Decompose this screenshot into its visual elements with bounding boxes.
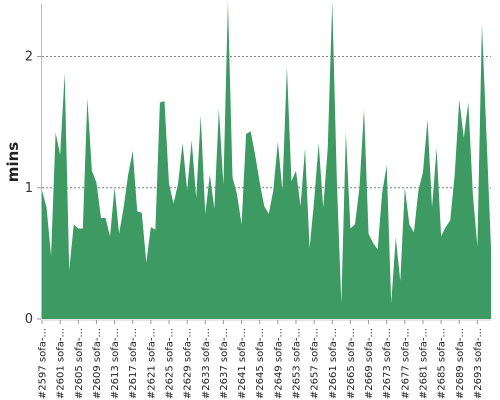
x-tick-label: #2693 sofa-...: [473, 328, 484, 399]
x-tick-label: #2601 sofa-...: [56, 328, 67, 399]
x-tick-label: #2649 sofa-...: [273, 328, 284, 399]
y-tick-label: 2: [25, 50, 33, 65]
x-tick-label: #2621 sofa-...: [146, 328, 157, 399]
x-tick-label: #2637 sofa-...: [219, 328, 230, 399]
axes: [41, 4, 491, 321]
x-tick-label: #2625 sofa-...: [164, 328, 175, 399]
x-tick-label: #2661 sofa-...: [328, 328, 339, 399]
x-tick-label: #2641 sofa-...: [237, 328, 248, 399]
y-tick-label: 0: [25, 312, 33, 327]
x-tick-labels: #2597 sofa-... #2601 sofa-... #2605 sofa-.…: [38, 320, 484, 399]
y-axis-label: mins: [4, 142, 22, 182]
x-tick-label: #2633 sofa-...: [201, 328, 212, 399]
y-tick-labels: 0 1 2: [25, 50, 41, 327]
x-tick-label: #2645 sofa-...: [255, 328, 266, 399]
gridlines: [42, 56, 491, 189]
x-tick-label: #2681 sofa-...: [418, 328, 429, 399]
x-tick-label: #2673 sofa-...: [382, 328, 393, 399]
x-tick-label: #2669 sofa-...: [364, 328, 375, 399]
x-tick-label: #2597 sofa-...: [38, 328, 49, 399]
x-tick-label: #2685 sofa-...: [437, 328, 448, 399]
x-tick-label: #2605 sofa-...: [74, 328, 85, 399]
x-tick-label: #2617 sofa-...: [128, 328, 139, 399]
x-tick-label: #2689 sofa-...: [455, 328, 466, 399]
x-tick-label: #2609 sofa-...: [92, 328, 103, 399]
x-tick-label: #2629 sofa-...: [183, 328, 194, 399]
plot-area: [41, 1, 492, 319]
x-tick-label: #2653 sofa-...: [291, 328, 302, 399]
x-tick-label: #2677 sofa-...: [400, 328, 411, 399]
y-tick-label: 1: [25, 181, 33, 196]
x-tick-label: #2613 sofa-...: [110, 328, 121, 399]
x-tick-label: #2665 sofa-...: [346, 328, 357, 399]
series-area: [42, 1, 491, 319]
x-tick-label: #2657 sofa-...: [310, 328, 321, 399]
